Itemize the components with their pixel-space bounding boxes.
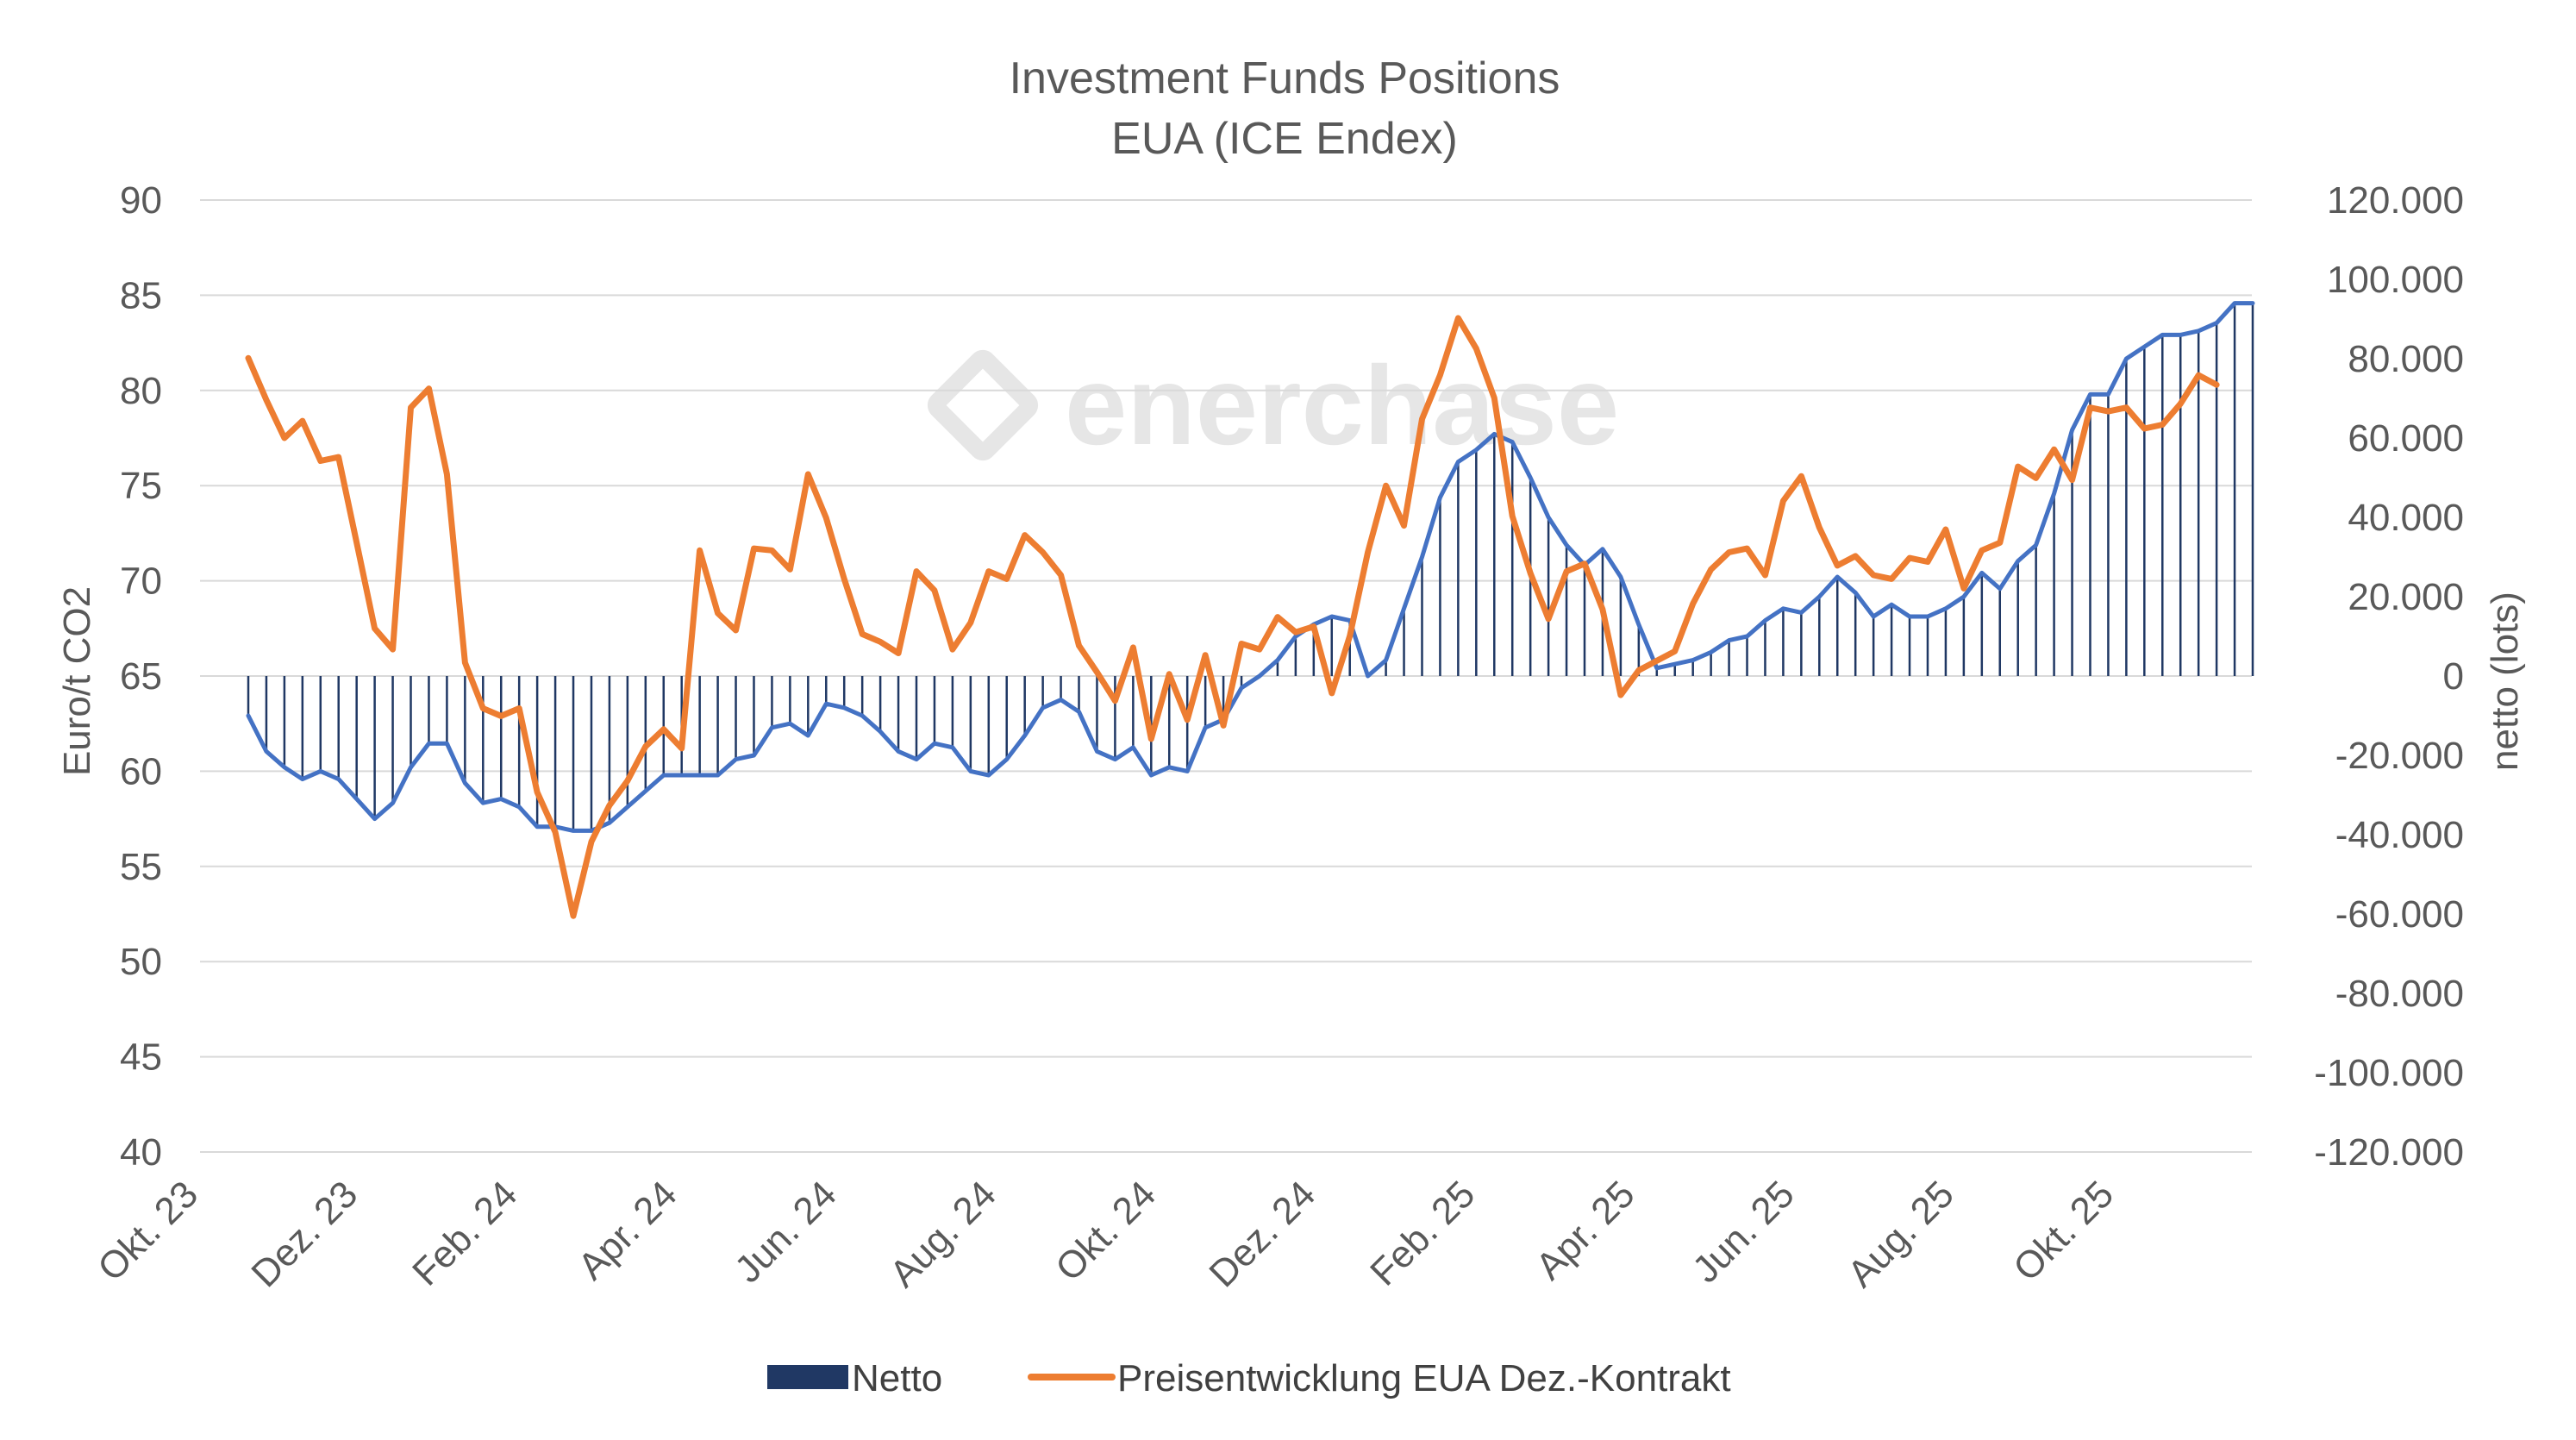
x-tick-label: Dez. 23 bbox=[243, 1173, 366, 1295]
x-axis-ticks: Okt. 23 Dez. 23 Feb. 24 Apr. 24 Jun. 24 Aug. … bbox=[90, 1173, 2122, 1295]
right-tick-label: -40.000 bbox=[2335, 814, 2464, 856]
left-tick-label: 50 bbox=[120, 941, 162, 983]
netto-line-layer bbox=[246, 301, 2255, 833]
right-tick-label: -80.000 bbox=[2335, 973, 2464, 1015]
right-tick-label: 60.000 bbox=[2348, 417, 2464, 460]
legend-label-price: Preisentwicklung EUA Dez.-Kontrakt bbox=[1117, 1357, 1731, 1399]
right-axis-title: netto (lots) bbox=[2484, 592, 2526, 771]
right-tick-label: -60.000 bbox=[2335, 893, 2464, 936]
left-tick-label: 85 bbox=[120, 274, 162, 316]
legend-label-netto: Netto bbox=[852, 1357, 942, 1399]
watermark-text: enerchase bbox=[1065, 342, 1619, 468]
x-tick-label: Jun. 24 bbox=[727, 1173, 845, 1291]
right-tick-label: 80.000 bbox=[2348, 338, 2464, 380]
netto-line bbox=[246, 301, 2255, 833]
legend-swatch-netto bbox=[767, 1365, 848, 1389]
x-tick-label: Aug. 25 bbox=[1840, 1173, 1962, 1295]
x-tick-label: Okt. 25 bbox=[2005, 1173, 2122, 1289]
right-tick-label: -120.000 bbox=[2314, 1131, 2464, 1174]
right-tick-label: 120.000 bbox=[2327, 179, 2464, 222]
x-tick-label: Okt. 23 bbox=[90, 1173, 206, 1289]
x-tick-label: Dez. 24 bbox=[1201, 1173, 1323, 1295]
left-axis-ticks: 90 85 80 75 70 65 60 55 50 45 40 bbox=[120, 179, 162, 1174]
right-tick-label: -100.000 bbox=[2314, 1052, 2464, 1094]
x-tick-label: Feb. 24 bbox=[404, 1173, 525, 1293]
left-tick-label: 65 bbox=[120, 655, 162, 698]
left-tick-label: 60 bbox=[120, 750, 162, 792]
chart-title: Investment Funds Positions bbox=[1010, 53, 1560, 103]
left-tick-label: 55 bbox=[120, 846, 162, 888]
chart-subtitle: EUA (ICE Endex) bbox=[1111, 114, 1458, 164]
legend: Netto Preisentwicklung EUA Dez.-Kontrakt bbox=[767, 1357, 1731, 1399]
x-tick-label: Apr. 24 bbox=[570, 1173, 685, 1287]
x-tick-label: Feb. 25 bbox=[1362, 1173, 1483, 1293]
left-tick-label: 70 bbox=[120, 560, 162, 603]
left-tick-label: 45 bbox=[120, 1036, 162, 1079]
right-axis-ticks: 120.000 100.000 80.000 60.000 40.000 20.000 0 -… bbox=[2314, 179, 2464, 1174]
right-tick-label: -20.000 bbox=[2335, 735, 2464, 777]
left-tick-label: 75 bbox=[120, 465, 162, 507]
right-tick-label: 40.000 bbox=[2348, 497, 2464, 539]
right-tick-label: 100.000 bbox=[2327, 259, 2464, 301]
watermark-logo: enerchase bbox=[927, 342, 1619, 468]
left-axis-title: Euro/t CO2 bbox=[56, 586, 98, 776]
left-tick-label: 40 bbox=[120, 1131, 162, 1174]
right-tick-label: 0 bbox=[2443, 655, 2464, 698]
right-tick-label: 20.000 bbox=[2348, 576, 2464, 618]
x-tick-label: Apr. 25 bbox=[1528, 1173, 1642, 1287]
x-tick-label: Okt. 24 bbox=[1047, 1173, 1164, 1289]
price-line bbox=[245, 315, 2220, 919]
left-tick-label: 80 bbox=[120, 370, 162, 412]
x-tick-label: Aug. 24 bbox=[882, 1173, 1004, 1295]
left-tick-label: 90 bbox=[120, 179, 162, 222]
price-line-layer bbox=[245, 315, 2220, 919]
x-tick-label: Jun. 25 bbox=[1685, 1173, 1803, 1291]
